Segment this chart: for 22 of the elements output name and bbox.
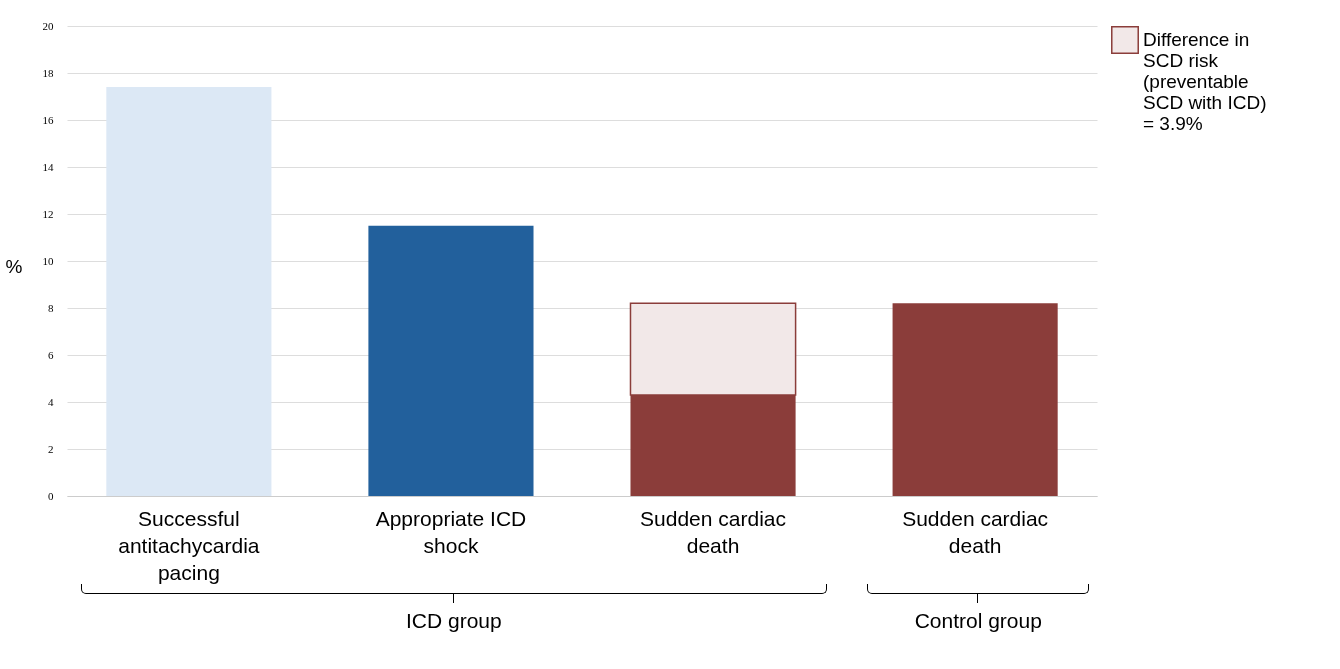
bar: [892, 303, 1058, 496]
y-tick-label: 10: [42, 254, 54, 267]
y-tick-label: 0: [48, 489, 54, 502]
bar: [106, 87, 272, 496]
y-tick-label: 14: [42, 160, 54, 173]
text: Control group: [914, 609, 1042, 633]
x-tick-label: Successful antitachycardia pacing: [118, 506, 260, 584]
y-axis-title: %: [5, 255, 23, 277]
y-tick-label: 6: [48, 348, 54, 361]
x-tick-label: Sudden cardiac death: [640, 506, 787, 557]
text: ICD group: [405, 609, 502, 633]
y-tick-label: 4: [48, 395, 54, 408]
x-tick-label: Appropriate ICD shock: [375, 506, 527, 557]
x-tick-label: Sudden cardiac death: [902, 506, 1049, 557]
y-tick-label: 2: [48, 442, 54, 455]
y-tick-label: 16: [42, 113, 54, 126]
y-tick-label: 20: [42, 19, 54, 32]
bar: [368, 225, 534, 496]
y-tick-label: 18: [42, 66, 54, 79]
legend-label: Difference in SCD risk (preventable SCD with ICD) = 3.9%: [1143, 29, 1267, 134]
y-tick-label: 8: [48, 301, 54, 314]
y-tick-label: 12: [42, 207, 54, 220]
